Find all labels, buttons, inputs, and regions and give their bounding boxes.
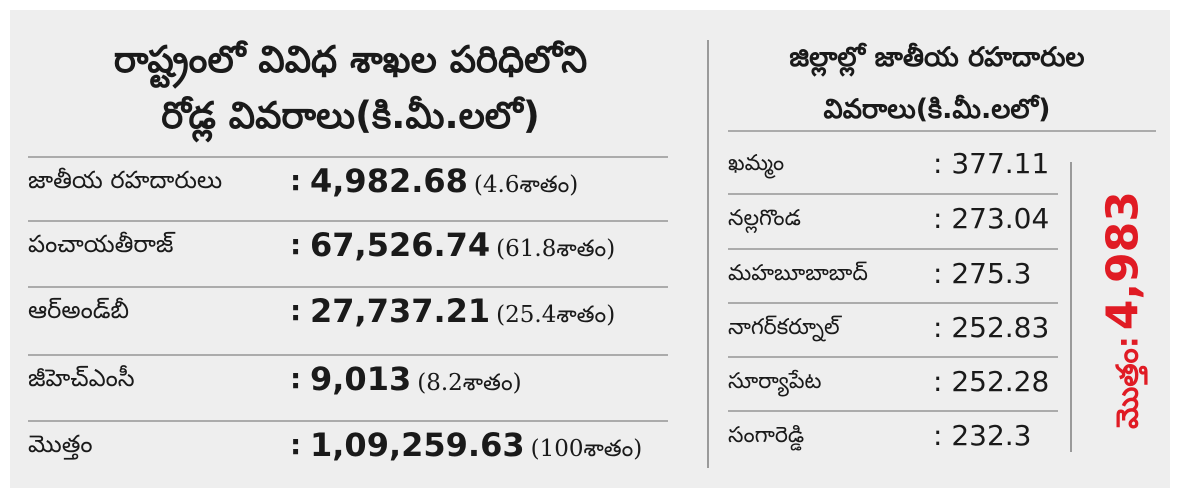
row-percent: (100శాతం) <box>530 436 643 462</box>
district-total-value: 4,983 <box>1097 191 1149 331</box>
row-label: పంచాయతీరాజ్ <box>28 230 174 258</box>
state-row-r-and-b: ఆర్‌అండ్‌బీ : 27,737.21 (25.4శాతం) <box>28 286 668 336</box>
state-title-line-2: రోడ్ల వివరాలు(కి.మీ.లలో) <box>161 94 540 137</box>
district-name: నల్లగొండ <box>728 206 801 231</box>
row-value: 4,982.68 (4.6శాతం) <box>310 162 578 204</box>
district-km: : 252.28 <box>933 365 1050 398</box>
district-total-label: మొత్తం: <box>1110 336 1146 429</box>
district-title-line-1: జిల్లాల్లో జాతీయ రహదారుల <box>789 42 1085 73</box>
district-total: మొత్తం: 4,983 <box>1098 191 1153 429</box>
row-km: 27,737.21 <box>310 292 491 330</box>
row-colon: : <box>290 228 302 261</box>
district-name: ఖమ్మం <box>728 151 785 176</box>
row-label: ఆర్‌అండ్‌బీ <box>28 296 130 324</box>
row-label: జీహెచ్‌ఎంసీ <box>28 364 135 392</box>
state-row-panchayat-raj: పంచాయతీరాజ్ : 67,526.74 (61.8శాతం) <box>28 220 668 270</box>
district-highways-section: జిల్లాల్లో జాతీయ రహదారుల వివరాలు(కి.మీ.ల… <box>722 10 1162 488</box>
state-row-national-highways: జాతీయ రహదారులు : 4,982.68 (4.6శాతం) <box>28 156 668 206</box>
row-value: 1,09,259.63 (100శాతం) <box>310 426 642 468</box>
row-percent: (25.4శాతం) <box>496 302 616 328</box>
total-divider <box>1070 162 1072 452</box>
district-row-nagarkurnool: నాగర్‌కర్నూల్ : 252.83 <box>728 302 1058 352</box>
district-name: నాగర్‌కర్నూల్ <box>728 315 840 340</box>
district-km: : 232.3 <box>933 419 1032 452</box>
district-highways-title: జిల్లాల్లో జాతీయ రహదారుల వివరాలు(కి.మీ.ల… <box>722 32 1152 136</box>
district-row-nalgonda: నల్లగొండ : 273.04 <box>728 193 1058 243</box>
row-colon: : <box>290 428 302 461</box>
row-value: 9,013 (8.2శాతం) <box>310 360 522 402</box>
row-colon: : <box>290 294 302 327</box>
row-km: 1,09,259.63 <box>310 426 525 464</box>
row-km: 9,013 <box>310 360 412 398</box>
state-roads-title: రాష్ట్రంలో వివిధ శాఖల పరిధిలోని రోడ్ల వి… <box>28 32 673 144</box>
district-name: మహబూబాబాద్ <box>728 261 868 286</box>
district-header-rule <box>728 130 1156 132</box>
district-km: : 252.83 <box>933 311 1050 344</box>
row-label: మొత్తం <box>28 430 93 458</box>
infographic-panel: రాష్ట్రంలో వివిధ శాఖల పరిధిలోని రోడ్ల వి… <box>10 10 1170 488</box>
district-row-sangareddy: సంగారెడ్డి : 232.3 <box>728 410 1058 460</box>
district-km: : 273.04 <box>933 202 1050 235</box>
district-km: : 377.11 <box>933 147 1050 180</box>
district-row-suryapet: సూర్యాపేట : 252.28 <box>728 356 1058 406</box>
district-km: : 275.3 <box>933 257 1032 290</box>
row-km: 4,982.68 <box>310 162 468 200</box>
state-row-total: మొత్తం : 1,09,259.63 (100శాతం) <box>28 420 668 470</box>
row-value: 27,737.21 (25.4శాతం) <box>310 292 615 334</box>
district-title-line-2: వివరాలు(కి.మీ.లలో) <box>823 94 1051 125</box>
row-colon: : <box>290 164 302 197</box>
district-name: సంగారెడ్డి <box>728 423 805 448</box>
district-row-khammam: ఖమ్మం : 377.11 <box>728 140 1058 188</box>
district-name: సూర్యాపేట <box>728 369 822 394</box>
row-label: జాతీయ రహదారులు <box>28 166 223 194</box>
row-percent: (4.6శాతం) <box>473 172 579 198</box>
row-km: 67,526.74 <box>310 226 491 264</box>
section-divider <box>707 40 709 468</box>
state-roads-section: రాష్ట్రంలో వివిధ శాఖల పరిధిలోని రోడ్ల వి… <box>28 10 683 488</box>
row-percent: (61.8శాతం) <box>496 236 616 262</box>
row-colon: : <box>290 362 302 395</box>
state-row-ghmc: జీహెచ్‌ఎంసీ : 9,013 (8.2శాతం) <box>28 354 668 404</box>
row-percent: (8.2శాతం) <box>417 370 522 396</box>
row-value: 67,526.74 (61.8శాతం) <box>310 226 615 268</box>
state-title-line-1: రాష్ట్రంలో వివిధ శాఖల పరిధిలోని <box>113 38 588 81</box>
district-row-mahabubabad: మహబూబాబాద్ : 275.3 <box>728 248 1058 298</box>
